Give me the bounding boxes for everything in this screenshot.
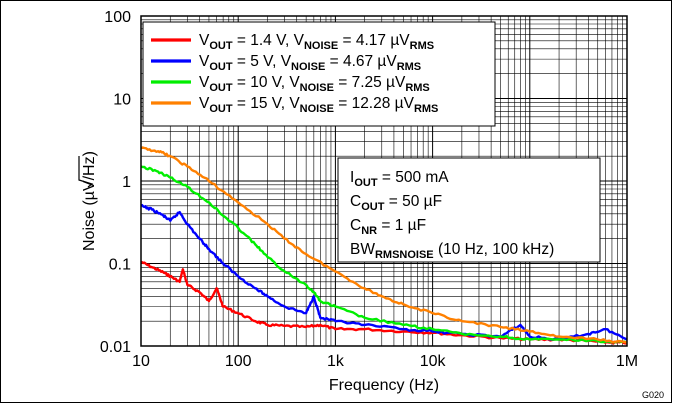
condition-subscript: OUT: [361, 201, 385, 213]
condition-line: COUT = 50 µF: [350, 193, 442, 213]
legend-subscript: NOISE: [300, 82, 334, 94]
figure-id: G020: [642, 390, 664, 400]
x-tick-label: 10: [132, 353, 150, 370]
condition-symbol: I: [350, 169, 354, 186]
condition-line: IOUT = 500 mA: [350, 169, 449, 189]
legend-text-part: V: [199, 95, 210, 112]
plot-area-border: [140, 15, 628, 347]
legend-subscript: RMS: [414, 103, 438, 115]
legend-subscript: OUT: [209, 61, 233, 73]
square-root-sign: [78, 156, 94, 188]
legend-subscript: OUT: [209, 82, 233, 94]
conditions-box-border: [337, 157, 601, 263]
legend-text-part: V: [199, 74, 210, 91]
legend-text-part: V: [199, 53, 210, 70]
y-axis-label-close: ): [81, 151, 98, 156]
legend-text-part: = 15 V, V: [233, 95, 301, 112]
series-line-2: [140, 165, 628, 344]
condition-subscript: NR: [361, 225, 377, 237]
legend-entry: VOUT = 5 V, VNOISE = 4.67 µVRMS: [199, 53, 421, 73]
legend-text-part: V: [199, 32, 210, 49]
legend-subscript: OUT: [209, 103, 233, 115]
legend-text-part: = 7.25 µV: [334, 74, 406, 91]
legend-text-part: = 4.17 µV: [338, 32, 410, 49]
legend-subscript: NOISE: [300, 103, 334, 115]
condition-line: BWRMSNOISE (10 Hz, 100 kHz): [350, 241, 554, 261]
legend-subscript: NOISE: [291, 61, 325, 73]
legend-text-part: = 10 V, V: [233, 74, 301, 91]
legend-text-part: = 1.4 V, V: [233, 32, 305, 49]
x-tick-label: 1k: [327, 353, 345, 370]
series-layer: [140, 146, 628, 345]
y-tick-label: 0.01: [100, 339, 131, 356]
series-line-0: [140, 260, 628, 345]
condition-symbol: C: [350, 217, 361, 234]
condition-symbol: C: [350, 193, 361, 210]
legend-entry: VOUT = 15 V, VNOISE = 12.28 µVRMS: [199, 95, 438, 115]
y-tick-label: 10: [113, 92, 131, 109]
condition-line: CNR = 1 µF: [350, 217, 426, 237]
x-tick-label: 100k: [512, 353, 548, 370]
y-tick-labels: 0.01 0.1 1 10 100: [100, 9, 131, 356]
legend-text-part: = 12.28 µV: [334, 95, 415, 112]
condition-subscript: RMSNOISE: [375, 249, 434, 261]
legend-entry: VOUT = 10 V, VNOISE = 7.25 µVRMS: [199, 74, 430, 94]
x-tick-label: 100: [225, 353, 252, 370]
legend-subscript: RMS: [405, 82, 429, 94]
condition-symbol: BW: [350, 241, 375, 258]
legend-text-part: = 4.67 µV: [325, 53, 397, 70]
y-tick-label: 100: [104, 9, 131, 26]
legend-text-part: = 5 V, V: [233, 53, 292, 70]
x-tick-label: 1M: [616, 353, 638, 370]
y-axis-label-sqrt-arg: Hz: [81, 156, 98, 176]
x-tick-label: 10k: [420, 353, 447, 370]
legend-subscript: RMS: [410, 40, 434, 52]
y-tick-label: 1: [122, 174, 131, 191]
condition-value: = 1 µF: [377, 217, 426, 234]
legend-entry: VOUT = 1.4 V, VNOISE = 4.17 µVRMS: [199, 32, 434, 52]
y-axis-label-main: Noise (µV/: [81, 175, 98, 251]
x-tick-labels: 10 100 1k 10k 100k 1M: [132, 353, 638, 370]
y-tick-label: 0.1: [109, 257, 131, 274]
condition-value: = 500 mA: [378, 169, 450, 186]
legend-box: [142, 21, 496, 127]
legend-subscript: RMS: [397, 61, 421, 73]
condition-subscript: OUT: [354, 177, 378, 189]
legend-subscript: NOISE: [304, 40, 338, 52]
y-axis-label: Noise (µV/Hz): [78, 151, 98, 251]
x-axis-label: Frequency (Hz): [329, 377, 439, 394]
condition-value: (10 Hz, 100 kHz): [434, 241, 555, 258]
condition-value: = 50 µF: [384, 193, 442, 210]
legend-subscript: OUT: [209, 40, 233, 52]
series-line-3: [140, 146, 628, 344]
y-axis-label-text: Noise (µV/Hz): [81, 151, 98, 251]
